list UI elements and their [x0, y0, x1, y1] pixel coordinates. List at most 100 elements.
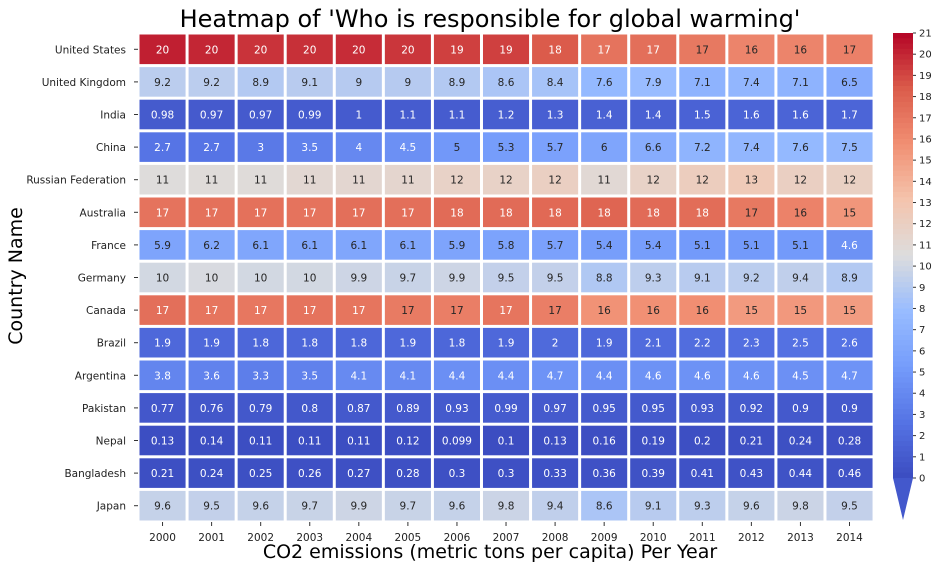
colorbar-segment [893, 319, 913, 325]
cell-label: 6.2 [203, 240, 220, 252]
cell-label: 19 [450, 44, 463, 56]
heatmap-cell [826, 327, 873, 358]
cell-label: 16 [647, 305, 661, 317]
chart-title: Heatmap of 'Who is responsible for globa… [180, 5, 801, 33]
cell-label: 17 [499, 305, 512, 317]
heatmap-cell [532, 262, 579, 293]
heatmap-cell [433, 360, 480, 391]
cell-label: 5.3 [498, 142, 515, 154]
colorbar-segment [893, 80, 913, 87]
colorbar-tick-label: 14 [919, 177, 932, 188]
cell-label: 7.1 [694, 77, 711, 89]
cell-label: 5.1 [792, 240, 809, 252]
cell-label: 15 [745, 305, 758, 317]
heatmap-cell [286, 99, 333, 130]
cell-label: 4.6 [645, 370, 662, 382]
heatmap-cell [237, 458, 284, 488]
heatmap-cell [630, 295, 677, 325]
heatmap-cell [630, 132, 677, 162]
heatmap-cell [826, 230, 873, 260]
heatmap-cell [188, 230, 235, 260]
cell-label: 18 [548, 44, 561, 56]
heatmap-cell [286, 327, 333, 358]
heatmap-cell [630, 67, 677, 97]
heatmap-cell [384, 490, 431, 521]
cell-label: 0.99 [494, 403, 517, 415]
cell-label: 0.89 [396, 403, 419, 415]
heatmap-cell [728, 99, 775, 130]
cell-label: 2.7 [154, 142, 171, 154]
colorbar-segment [893, 117, 913, 124]
colorbar-tick-label: 16 [919, 134, 932, 145]
heatmap-cell [777, 67, 824, 97]
cell-label: 7.9 [645, 77, 662, 89]
colorbar-tick-label: 2 [919, 431, 925, 442]
colorbar-tick-label: 0 [919, 474, 925, 485]
y-axis-title: Country Name [5, 207, 27, 345]
cell-label: 10 [205, 273, 218, 285]
colorbar-segment [893, 96, 913, 103]
colorbar-segment [893, 329, 913, 336]
cell-label: 17 [254, 305, 267, 317]
cell-label: 9 [355, 77, 362, 89]
y-tick-label: France [91, 240, 126, 252]
cell-label: 8.6 [498, 77, 515, 89]
colorbar-segment [893, 59, 913, 66]
heatmap-cell [581, 164, 628, 195]
heatmap-cell [286, 425, 333, 456]
cell-label: 17 [205, 305, 218, 317]
cell-label: 18 [450, 207, 463, 219]
heatmap-cell [188, 360, 235, 391]
cell-label: 2.2 [694, 338, 711, 350]
cell-label: 9.5 [203, 501, 220, 513]
cell-label: 9.8 [792, 501, 809, 513]
heatmap-cell [433, 197, 480, 228]
heatmap-cell [482, 490, 530, 521]
heatmap-cell [188, 458, 235, 488]
heatmap-cell [286, 197, 333, 228]
colorbar-segment [893, 292, 913, 299]
cell-label: 4.1 [350, 370, 367, 382]
y-tick-labels: United States United Kingdom India China Rus… [26, 44, 138, 513]
cell-label: 17 [401, 305, 414, 317]
colorbar-segment [893, 345, 913, 352]
x-tick-label: 2003 [296, 532, 323, 544]
heatmap-cell [286, 230, 333, 260]
x-tick-label: 2008 [542, 532, 569, 544]
cell-label: 5 [454, 142, 461, 154]
heatmap-cell [237, 295, 284, 325]
colorbar-segment [893, 43, 913, 50]
cell-label: 0.27 [347, 468, 370, 480]
cell-label: 10 [303, 273, 316, 285]
cell-label: 11 [401, 175, 414, 187]
y-tick-label: Russian Federation [26, 175, 126, 187]
heatmap-cell [335, 197, 382, 228]
heatmap-cell [482, 295, 530, 325]
heatmap-cell [630, 360, 677, 391]
colorbar-segment [893, 409, 913, 416]
heatmap-cell [433, 164, 480, 195]
heatmap-cell [286, 67, 333, 97]
cell-label: 4.1 [400, 370, 417, 382]
heatmap-cell [679, 99, 726, 130]
colorbar-segment [893, 133, 913, 140]
cell-label: 11 [597, 175, 610, 187]
colorbar-segment [893, 350, 913, 357]
cell-label: 0.93 [445, 403, 468, 415]
heatmap-cell [728, 262, 775, 293]
cell-label: 11 [205, 175, 218, 187]
heatmap-cell [286, 295, 333, 325]
x-tick-label: 2001 [198, 532, 225, 544]
heatmap-cell [188, 34, 235, 65]
colorbar-segment [893, 197, 913, 204]
cell-label: 20 [205, 44, 218, 56]
heatmap-cell [728, 425, 775, 456]
colorbar-tick-label: 13 [919, 198, 932, 209]
x-tick-label: 2004 [345, 532, 372, 544]
colorbar-segment [893, 64, 913, 71]
colorbar-segment [893, 70, 913, 76]
cell-label: 1.8 [350, 338, 367, 350]
colorbar-segment [893, 340, 913, 347]
cell-label: 4.4 [596, 370, 613, 382]
